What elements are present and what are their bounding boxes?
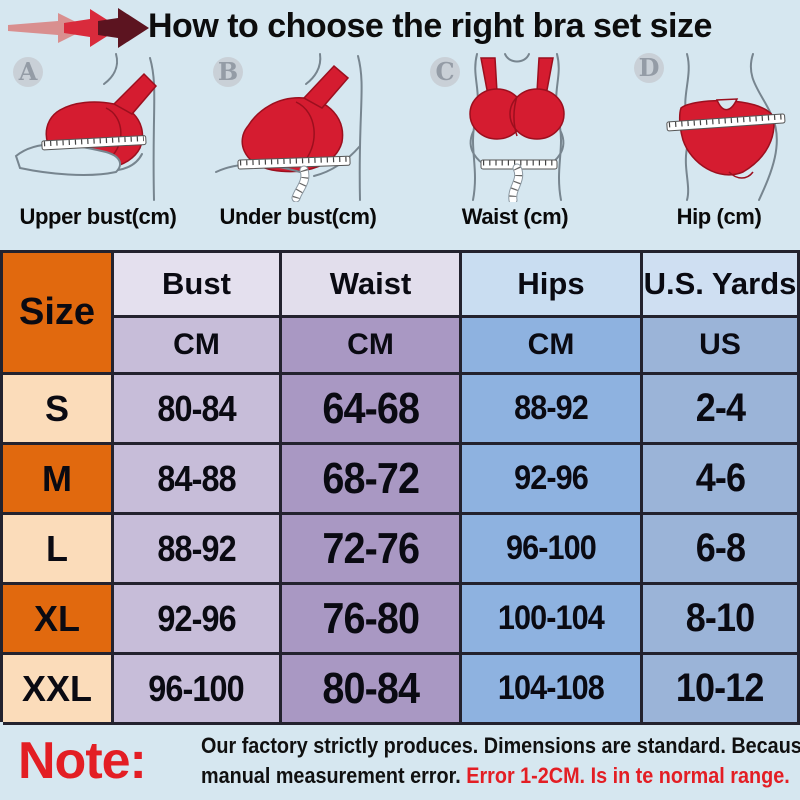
hip-illustration: D — [634, 53, 786, 201]
row-m-size: M — [3, 445, 114, 515]
row-xxl-us: 10-12 — [643, 655, 800, 725]
row-xl-hips: 100-104 — [462, 585, 643, 655]
row-xl-waist: 76-80 — [282, 585, 462, 655]
caption-hip: Hip (cm) — [676, 204, 762, 229]
caption-waist: Waist (cm) — [461, 204, 569, 229]
note-section: Note: Our factory strictly produces. Dim… — [0, 722, 800, 800]
header: How to choose the right bra set size — [0, 0, 800, 52]
note-line-2-black: manual measurement error. — [200, 763, 461, 788]
row-l-size: L — [3, 515, 114, 585]
step-letter-c: C — [435, 57, 454, 86]
under-bust-illustration: B — [213, 53, 363, 202]
note-text: Our factory strictly produces. Dimension… — [170, 731, 800, 791]
figure-waist: C Waist (cm) — [425, 52, 605, 230]
table-corner-size-header: Size — [3, 253, 114, 375]
triple-arrow-icon — [8, 8, 149, 48]
row-xl-size: XL — [3, 585, 114, 655]
caption-under-bust: Under bust(cm) — [219, 204, 377, 229]
row-s-bust: 80-84 — [114, 375, 282, 445]
size-table: Size Bust Waist Hips U.S. Yards CM CM CM… — [0, 250, 800, 725]
note-line-2: manual measurement error. Error 1-2CM. I… — [200, 761, 790, 791]
figure-upper-bust: A Upper bust(cm) — [8, 52, 188, 230]
unit-header-hips-cm: CM — [462, 318, 643, 375]
row-s-us: 2-4 — [643, 375, 800, 445]
unit-header-us: US — [643, 318, 800, 375]
row-l-us: 6-8 — [643, 515, 800, 585]
step-letter-d: D — [639, 53, 660, 82]
row-xxl-bust: 96-100 — [114, 655, 282, 725]
step-letter-b: B — [218, 57, 238, 86]
row-s-size: S — [3, 375, 114, 445]
row-l-bust: 88-92 — [114, 515, 282, 585]
page-title: How to choose the right bra set size — [148, 7, 712, 45]
step-letter-a: A — [18, 57, 38, 86]
figure-under-bust: B Under bust(cm) — [208, 52, 388, 230]
caption-upper-bust: Upper bust(cm) — [19, 204, 177, 229]
row-s-hips: 88-92 — [462, 375, 643, 445]
row-l-hips: 96-100 — [462, 515, 643, 585]
column-header-waist: Waist — [282, 253, 462, 318]
row-s-waist: 64-68 — [282, 375, 462, 445]
row-xl-us: 8-10 — [643, 585, 800, 655]
row-m-us: 4-6 — [643, 445, 800, 515]
column-header-us-yards: U.S. Yards — [643, 253, 800, 318]
row-l-waist: 72-76 — [282, 515, 462, 585]
row-xl-bust: 92-96 — [114, 585, 282, 655]
note-line-1: Our factory strictly produces. Dimension… — [200, 733, 800, 759]
row-m-waist: 68-72 — [282, 445, 462, 515]
column-header-bust: Bust — [114, 253, 282, 318]
unit-header-waist-cm: CM — [282, 318, 462, 375]
row-m-hips: 92-96 — [462, 445, 643, 515]
note-label: Note: — [18, 732, 147, 790]
figure-hip: D Hip (cm) — [629, 52, 800, 230]
note-line-2-red: Error 1-2CM. Is in te normal range. — [466, 763, 790, 788]
waist-illustration: C — [430, 53, 565, 202]
column-header-hips: Hips — [462, 253, 643, 318]
row-xxl-waist: 80-84 — [282, 655, 462, 725]
row-m-bust: 84-88 — [114, 445, 282, 515]
row-xxl-hips: 104-108 — [462, 655, 643, 725]
unit-header-bust-cm: CM — [114, 318, 282, 375]
upper-bust-illustration: A — [13, 53, 158, 201]
measurement-guide: A Upper bust(cm) B — [0, 52, 800, 238]
row-xxl-size: XXL — [3, 655, 114, 725]
